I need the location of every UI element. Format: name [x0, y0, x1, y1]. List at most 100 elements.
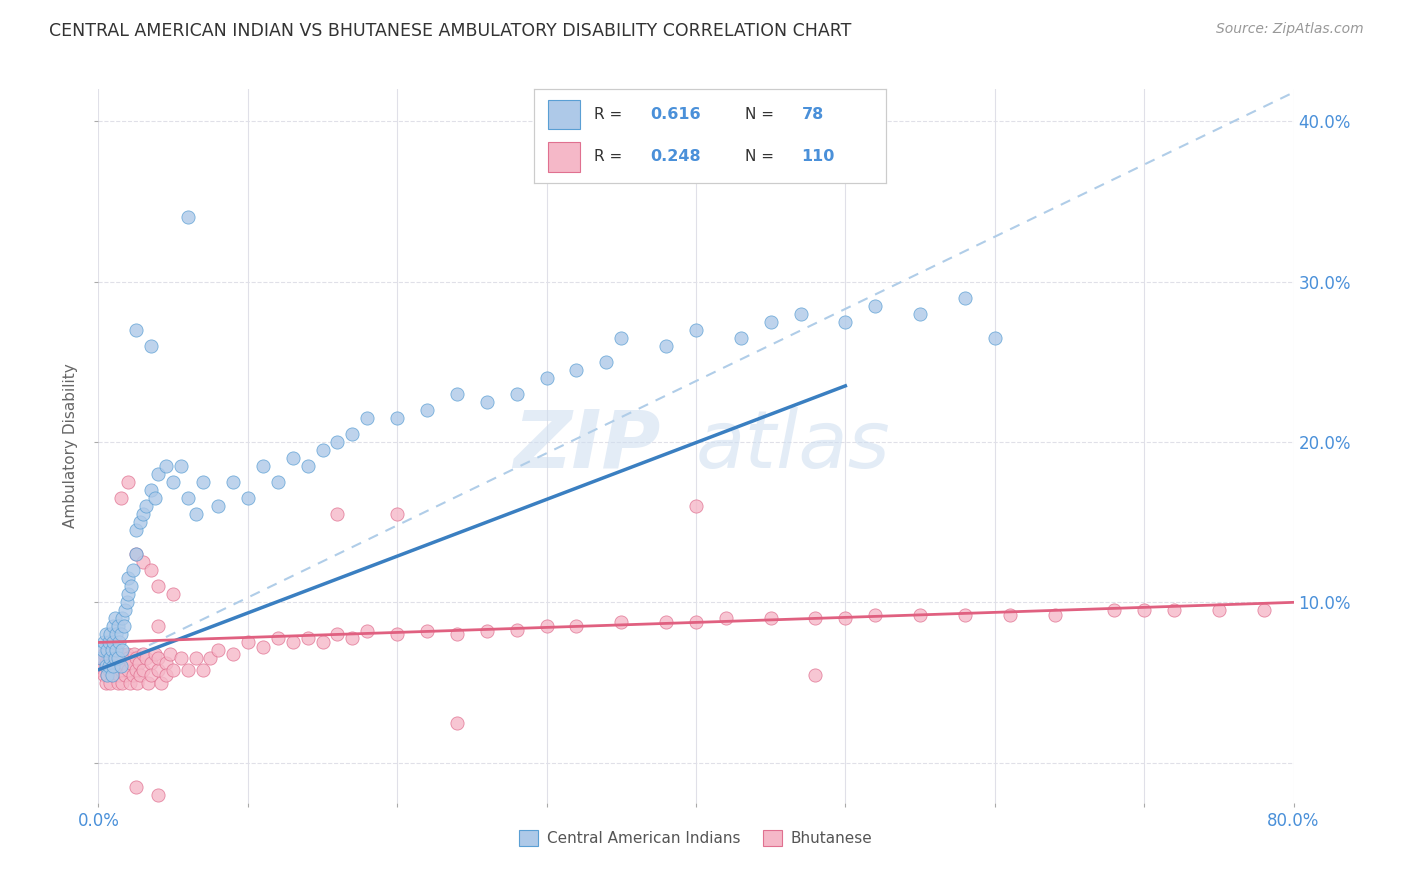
- Point: [446, 387, 468, 401]
- Point: [356, 624, 378, 639]
- Point: [222, 647, 245, 661]
- Point: [252, 458, 274, 473]
- Point: [1163, 603, 1185, 617]
- Point: [98, 657, 122, 671]
- Point: [132, 507, 155, 521]
- Point: [125, 663, 148, 677]
- Point: [177, 663, 200, 677]
- Point: [96, 647, 118, 661]
- Point: [177, 491, 200, 505]
- Point: [222, 475, 245, 489]
- Point: [385, 507, 409, 521]
- Point: [107, 651, 129, 665]
- Point: [93, 667, 115, 681]
- Point: [101, 667, 124, 681]
- Point: [139, 483, 162, 497]
- Point: [107, 675, 129, 690]
- Point: [118, 675, 141, 690]
- Point: [136, 675, 159, 690]
- Point: [655, 615, 678, 629]
- Point: [191, 475, 214, 489]
- Point: [953, 608, 976, 623]
- Point: [98, 651, 122, 665]
- Point: [89, 657, 111, 671]
- Point: [685, 615, 707, 629]
- Point: [127, 675, 149, 690]
- Point: [143, 647, 166, 661]
- Point: [105, 643, 128, 657]
- Point: [184, 507, 207, 521]
- Point: [112, 619, 135, 633]
- Point: [120, 579, 142, 593]
- Point: [114, 667, 136, 681]
- Point: [148, 663, 170, 677]
- Point: [162, 587, 184, 601]
- Point: [595, 355, 617, 369]
- Point: [132, 555, 155, 569]
- Text: ZIP: ZIP: [513, 407, 661, 485]
- Point: [834, 315, 856, 329]
- Text: 0.616: 0.616: [650, 107, 702, 122]
- Point: [998, 608, 1021, 623]
- Point: [93, 635, 115, 649]
- Point: [139, 339, 162, 353]
- Point: [184, 651, 207, 665]
- Text: atlas: atlas: [696, 407, 891, 485]
- Text: Source: ZipAtlas.com: Source: ZipAtlas.com: [1216, 22, 1364, 37]
- Text: 0.248: 0.248: [650, 149, 702, 164]
- Point: [101, 647, 124, 661]
- Point: [281, 450, 304, 465]
- Point: [94, 675, 117, 690]
- Point: [610, 615, 633, 629]
- Point: [446, 715, 468, 730]
- Point: [169, 458, 191, 473]
- Legend: Central American Indians, Bhutanese: Central American Indians, Bhutanese: [513, 824, 879, 852]
- Point: [96, 667, 118, 681]
- Point: [111, 643, 134, 657]
- Point: [112, 657, 135, 671]
- Point: [139, 563, 162, 577]
- Point: [117, 475, 139, 489]
- Point: [908, 307, 931, 321]
- Point: [105, 627, 128, 641]
- Text: CENTRAL AMERICAN INDIAN VS BHUTANESE AMBULATORY DISABILITY CORRELATION CHART: CENTRAL AMERICAN INDIAN VS BHUTANESE AMB…: [49, 22, 852, 40]
- Point: [155, 667, 177, 681]
- Point: [103, 619, 125, 633]
- Point: [446, 627, 468, 641]
- Point: [110, 663, 132, 677]
- Point: [117, 651, 139, 665]
- Point: [789, 307, 811, 321]
- Point: [610, 331, 633, 345]
- Point: [91, 651, 114, 665]
- Point: [200, 651, 222, 665]
- Point: [1133, 603, 1156, 617]
- Point: [155, 657, 177, 671]
- Point: [110, 647, 132, 661]
- Point: [655, 339, 678, 353]
- Point: [1208, 603, 1230, 617]
- Point: [155, 458, 177, 473]
- Point: [148, 788, 170, 802]
- Point: [297, 631, 319, 645]
- Point: [91, 643, 114, 657]
- Point: [143, 491, 166, 505]
- Point: [908, 608, 931, 623]
- Point: [342, 631, 364, 645]
- Point: [506, 387, 529, 401]
- Point: [536, 619, 558, 633]
- Point: [236, 635, 259, 649]
- Point: [297, 458, 319, 473]
- Point: [132, 647, 155, 661]
- Point: [103, 659, 125, 673]
- Point: [326, 507, 349, 521]
- Point: [104, 651, 127, 665]
- FancyBboxPatch shape: [548, 142, 581, 171]
- Point: [865, 299, 887, 313]
- Point: [128, 657, 150, 671]
- Point: [129, 667, 152, 681]
- Point: [475, 624, 498, 639]
- Text: 110: 110: [801, 149, 835, 164]
- Point: [162, 663, 184, 677]
- Point: [111, 611, 134, 625]
- Point: [104, 647, 127, 661]
